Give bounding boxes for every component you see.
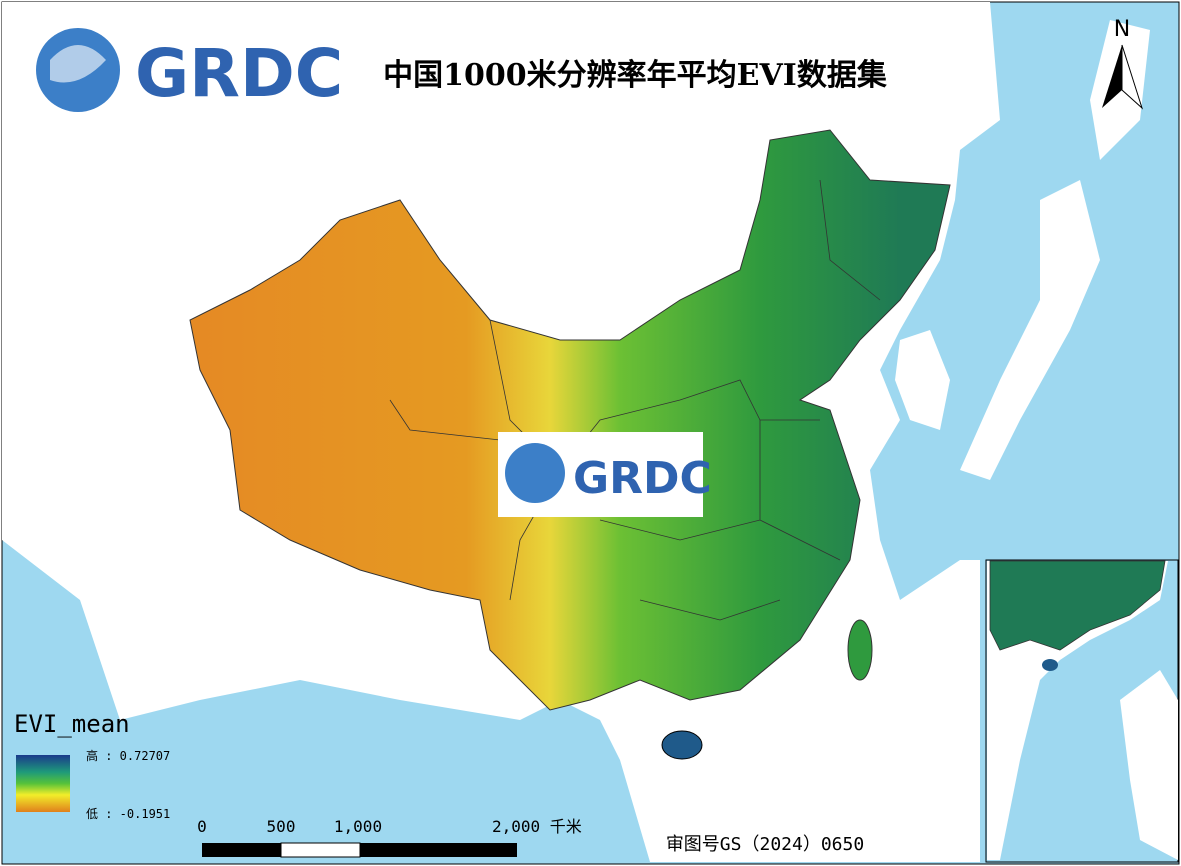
logo-swoosh bbox=[50, 45, 106, 83]
scale-segment bbox=[360, 843, 517, 857]
legend-high: 高 : 0.72707 bbox=[86, 748, 170, 763]
hainan bbox=[661, 730, 703, 760]
inset-china bbox=[989, 560, 1166, 651]
map-title: 中国1000米分辨率年平均EVI数据集 bbox=[383, 58, 888, 93]
legend-ramp bbox=[16, 755, 70, 812]
north-label: N bbox=[1114, 17, 1130, 42]
china bbox=[189, 129, 951, 711]
scale-segment bbox=[202, 843, 281, 857]
scale-segment bbox=[280, 842, 361, 858]
legend-low: 低 : -0.1951 bbox=[86, 807, 170, 821]
taiwan bbox=[847, 619, 873, 681]
inset-philippines bbox=[1120, 670, 1178, 860]
inset-hainan bbox=[1042, 659, 1058, 671]
korea bbox=[895, 330, 950, 430]
approval-number: 审图号GS（2024）0650 bbox=[666, 834, 864, 855]
scale-label: 1,000 bbox=[334, 817, 382, 836]
logo-text: GRDC bbox=[135, 35, 343, 112]
scale-label: 2,000 千米 bbox=[492, 817, 582, 836]
watermark-globe bbox=[505, 443, 565, 503]
north-arrow-right bbox=[1121, 44, 1144, 110]
watermark-text: GRDC bbox=[573, 453, 712, 504]
japan bbox=[960, 180, 1100, 480]
scale-label: 500 bbox=[267, 817, 296, 836]
scale-label: 0 bbox=[197, 817, 207, 836]
north-arrow-left bbox=[1102, 45, 1122, 108]
legend-title: EVI_mean bbox=[14, 710, 130, 738]
